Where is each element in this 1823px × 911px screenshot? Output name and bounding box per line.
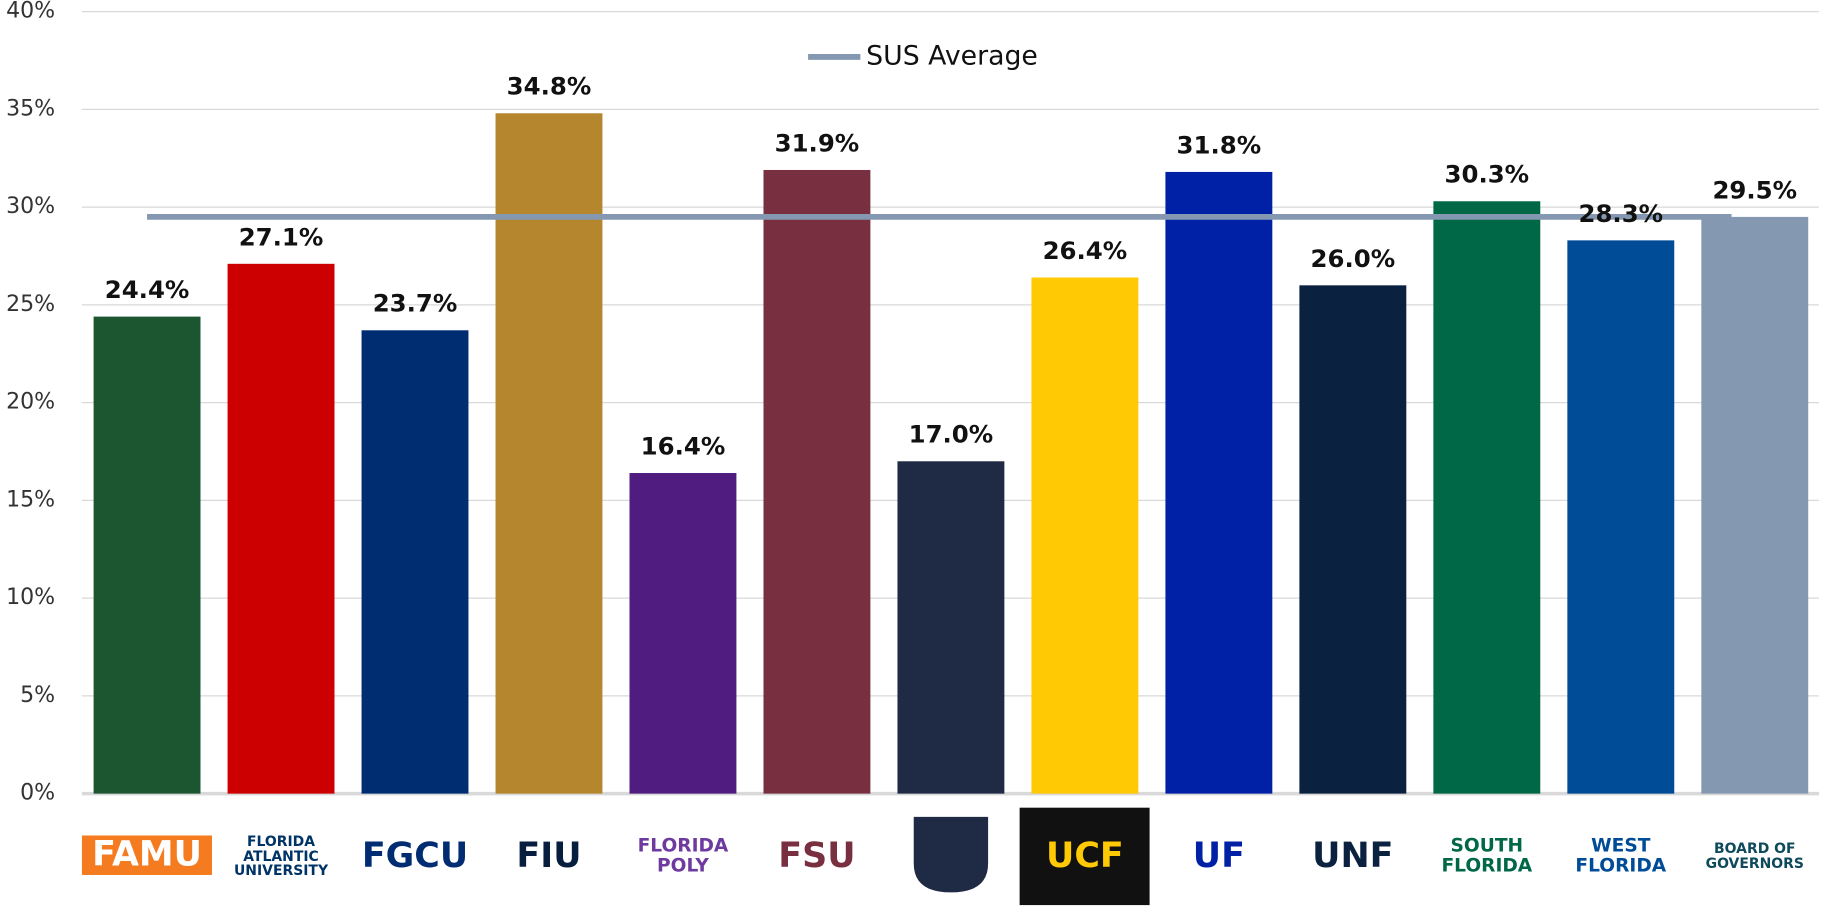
bar — [1567, 240, 1675, 794]
bar — [93, 316, 201, 794]
y-tick-label: 35% — [6, 96, 55, 121]
y-tick-label: 15% — [6, 487, 55, 512]
value-label: 29.5% — [1712, 175, 1797, 204]
bar — [629, 473, 737, 794]
value-label: 26.4% — [1043, 236, 1128, 265]
y-tick-label: 0% — [20, 781, 55, 806]
y-tick-label: 30% — [6, 194, 55, 219]
bar — [227, 263, 335, 794]
bar — [1701, 216, 1809, 794]
logo-text: FAMU — [81, 835, 213, 875]
logo: FLORIDA ATLANTIC UNIVERSITY — [233, 833, 329, 879]
logo: FIU — [516, 835, 582, 877]
y-tick-label: 5% — [20, 683, 55, 708]
bar — [1433, 201, 1541, 794]
y-tick-label: 10% — [6, 585, 55, 610]
logo-shape — [913, 816, 989, 893]
logo-text: UF — [1192, 835, 1245, 877]
logo: FSU — [778, 835, 856, 877]
logo-text: FSU — [778, 835, 856, 877]
logo-text: UNF — [1312, 835, 1394, 877]
logo-text: WEST FLORIDA — [1575, 834, 1667, 877]
bar — [495, 113, 603, 794]
logo: UCF — [1019, 807, 1150, 906]
y-tick-label: 20% — [6, 390, 55, 415]
value-label: 16.4% — [641, 431, 726, 460]
logo: BOARD OF GOVERNORS — [1705, 840, 1804, 872]
logo-text: FIU — [516, 835, 582, 877]
bar — [361, 330, 469, 794]
logo: UNF — [1312, 835, 1394, 877]
logo: FGCU — [361, 835, 469, 877]
logo-text: UCF — [1019, 807, 1150, 906]
bar — [1031, 277, 1139, 794]
legend-label: SUS Average — [866, 40, 1038, 71]
value-label: 26.0% — [1311, 244, 1396, 273]
bar — [763, 169, 871, 794]
value-label: 31.8% — [1177, 130, 1262, 159]
logo-text: FLORIDA ATLANTIC UNIVERSITY — [233, 833, 329, 879]
logo: WEST FLORIDA — [1575, 834, 1667, 877]
value-label: 24.4% — [105, 275, 190, 304]
y-tick-label: 25% — [6, 292, 55, 317]
logo: SOUTH FLORIDA — [1441, 834, 1533, 877]
y-tick-label: 40% — [6, 0, 55, 24]
logo: FLORIDA POLY — [637, 834, 729, 877]
logo-text: FGCU — [361, 835, 469, 877]
logo-text: BOARD OF GOVERNORS — [1705, 840, 1804, 872]
value-label: 27.1% — [239, 222, 324, 251]
logo-text: FLORIDA POLY — [637, 834, 729, 877]
bar — [1299, 285, 1407, 794]
value-label: 28.3% — [1578, 199, 1663, 228]
logo: UF — [1192, 835, 1245, 877]
logo-text: SOUTH FLORIDA — [1441, 834, 1533, 877]
value-label: 31.9% — [775, 128, 860, 157]
value-label: 30.3% — [1445, 160, 1530, 189]
value-label: 23.7% — [373, 289, 458, 318]
value-label: 17.0% — [909, 420, 994, 449]
bar — [897, 461, 1005, 794]
logo: FAMU — [81, 835, 213, 875]
value-label: 34.8% — [507, 72, 592, 101]
bar — [1165, 171, 1273, 794]
